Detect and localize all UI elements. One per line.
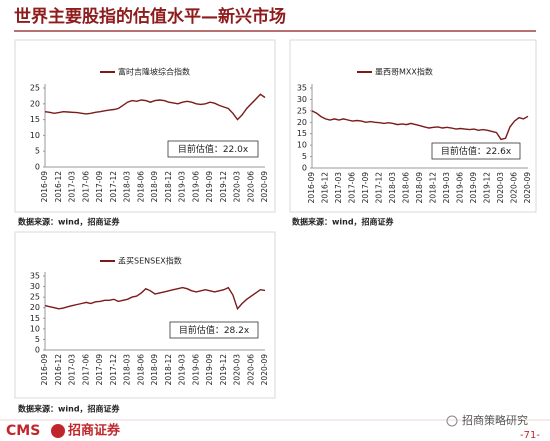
- x-tick-label: 2017-09: [95, 171, 104, 203]
- x-tick-label: 2016-09: [40, 171, 49, 203]
- x-tick-label: 2019-06: [191, 171, 200, 203]
- legend-label: 孟买SENSEX指数: [118, 256, 182, 266]
- chart-frame: [14, 39, 276, 213]
- source: 数据来源：wind，招商证券: [18, 217, 121, 227]
- y-tick-label: 20: [30, 303, 40, 312]
- x-tick-label: 2019-12: [219, 171, 228, 203]
- x-tick-label: 2018-09: [415, 172, 424, 204]
- x-tick-label: 2017-03: [68, 354, 77, 386]
- x-tick-label: 2017-03: [68, 171, 77, 203]
- footer-logo: CMS: [6, 423, 40, 439]
- x-tick-label: 2020-09: [260, 354, 269, 386]
- x-tick-label: 2018-03: [123, 354, 132, 386]
- wechat-icon: [446, 415, 458, 427]
- x-tick-label: 2019-03: [442, 172, 451, 204]
- x-tick-label: 2018-06: [402, 172, 411, 204]
- x-tick-label: 2018-03: [388, 172, 397, 204]
- x-tick-label: 2018-06: [136, 171, 145, 203]
- x-tick-label: 2018-09: [150, 354, 159, 386]
- annotation: 目前估值：28.2x: [179, 324, 250, 336]
- x-tick-label: 2020-09: [260, 171, 269, 203]
- y-tick-label: 25: [297, 106, 307, 115]
- x-tick-label: 2019-09: [205, 354, 214, 386]
- x-tick-label: 2020-06: [510, 172, 519, 204]
- y-tick-label: 30: [297, 95, 307, 104]
- x-tick-label: 2016-09: [307, 172, 316, 204]
- x-tick-label: 2018-03: [123, 171, 132, 203]
- page-number: -71-: [520, 430, 540, 441]
- source: 数据来源：wind，招商证券: [292, 217, 395, 227]
- x-tick-label: 2019-06: [456, 172, 465, 204]
- annotation-box: [167, 140, 259, 158]
- y-tick-label: 15: [297, 129, 307, 138]
- x-tick-label: 2019-09: [469, 172, 478, 204]
- footer-brand: 招商策略研究: [462, 413, 528, 427]
- x-tick-label: 2019-12: [483, 172, 492, 204]
- annotation-box: [431, 142, 521, 160]
- line-series: [44, 286, 266, 311]
- y-tick-label: 35: [297, 84, 307, 93]
- legend-label: 富时吉隆坡综合指数: [118, 67, 190, 77]
- x-tick-label: 2017-09: [95, 354, 104, 386]
- annotation: 目前估值：22.6x: [441, 145, 512, 157]
- line-series: [44, 93, 266, 121]
- x-tick-label: 2019-06: [191, 354, 200, 386]
- x-tick-label: 2017-03: [334, 172, 343, 204]
- x-tick-label: 2018-09: [150, 171, 159, 203]
- x-tick-label: 2018-12: [164, 354, 173, 386]
- annotation: 目前估值：22.0x: [178, 143, 249, 155]
- line-series: [311, 110, 529, 141]
- x-tick-label: 2020-06: [246, 354, 255, 386]
- y-tick-label: 25: [30, 293, 40, 302]
- y-tick-label: 10: [297, 141, 307, 150]
- x-tick-label: 2017-09: [361, 172, 370, 204]
- y-tick-label: 5: [35, 147, 40, 156]
- x-tick-label: 2020-03: [496, 172, 505, 204]
- x-tick-label: 2020-03: [233, 171, 242, 203]
- x-tick-label: 2020-09: [523, 172, 532, 204]
- y-tick-label: 10: [30, 131, 40, 140]
- footer-company: 招商证券: [68, 423, 121, 439]
- x-tick-label: 2017-12: [109, 171, 118, 203]
- y-tick-label: 0: [35, 346, 40, 355]
- y-tick-label: 0: [302, 164, 307, 173]
- x-tick-label: 2020-06: [246, 171, 255, 203]
- y-tick-label: 0: [35, 163, 40, 172]
- y-tick-label: 15: [30, 314, 40, 323]
- x-tick-label: 2018-12: [164, 171, 173, 203]
- y-tick-label: 5: [302, 152, 307, 161]
- x-tick-label: 2019-03: [178, 354, 187, 386]
- chart-frame: [289, 39, 537, 213]
- x-tick-label: 2017-12: [375, 172, 384, 204]
- x-tick-label: 2016-09: [40, 354, 49, 386]
- x-tick-label: 2016-12: [321, 172, 330, 204]
- x-tick-label: 2018-06: [136, 354, 145, 386]
- x-tick-label: 2016-12: [54, 354, 63, 386]
- y-tick-label: 35: [30, 272, 40, 281]
- y-tick-label: 20: [297, 118, 307, 127]
- x-tick-label: 2016-12: [54, 171, 63, 203]
- x-tick-label: 2017-06: [348, 172, 357, 204]
- y-tick-label: 30: [30, 282, 40, 291]
- x-tick-label: 2019-09: [205, 171, 214, 203]
- y-tick-label: 15: [30, 115, 40, 124]
- annotation-box: [169, 321, 259, 339]
- x-tick-label: 2017-06: [81, 171, 90, 203]
- x-tick-label: 2019-12: [219, 354, 228, 386]
- chart-frame: [14, 231, 276, 399]
- source: 数据来源：wind，招商证券: [18, 404, 121, 414]
- x-tick-label: 2018-12: [429, 172, 438, 204]
- page-title: 世界主要股指的估值水平—新兴市场: [14, 6, 286, 27]
- y-tick-label: 5: [35, 335, 40, 344]
- y-tick-label: 20: [30, 99, 40, 108]
- x-tick-label: 2020-03: [233, 354, 242, 386]
- logo-icon: [51, 424, 65, 438]
- legend-label: 墨西哥MXX指数: [375, 67, 433, 77]
- x-tick-label: 2017-12: [109, 354, 118, 386]
- y-tick-label: 10: [30, 324, 40, 333]
- x-tick-label: 2019-03: [178, 171, 187, 203]
- y-tick-label: 25: [30, 84, 40, 93]
- x-tick-label: 2017-06: [81, 354, 90, 386]
